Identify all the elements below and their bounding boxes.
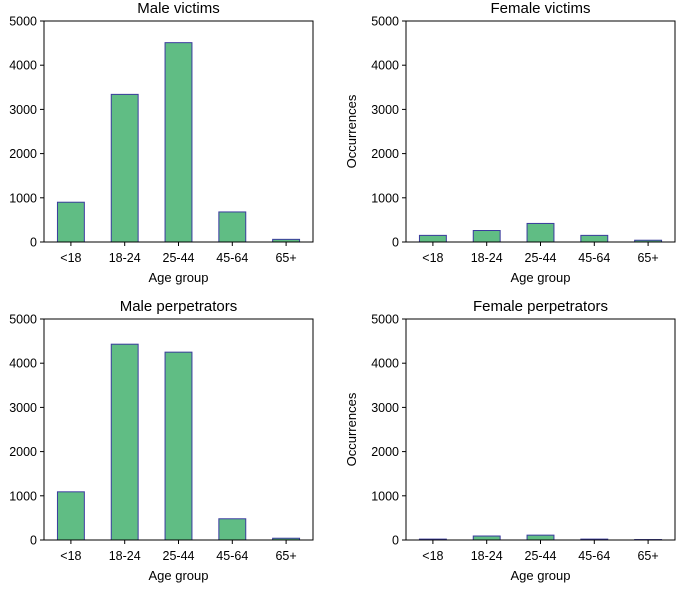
female-perpetrators-bar-2 — [526, 534, 555, 541]
male-perpetrators-xtick-label: 45-64 — [216, 549, 248, 563]
female-victims-xtick-label: 18-24 — [471, 251, 503, 265]
male-victims-xtick-label: 18-24 — [109, 251, 141, 265]
male-victims-ytick-label: 0 — [30, 236, 37, 250]
female-victims-xtick-label: 45-64 — [578, 251, 610, 265]
male-victims-xlabel: Age group — [149, 270, 209, 285]
male-perpetrators-xtick-label: 65+ — [275, 549, 296, 563]
male-perpetrators-ytick-label: 1000 — [9, 489, 37, 503]
male-perpetrators-bar-3 — [218, 518, 247, 541]
female-victims-xtick-label: 25-44 — [525, 251, 557, 265]
female-perpetrators-ytick-label: 4000 — [371, 357, 399, 371]
male-perpetrators-ytick-label: 4000 — [9, 357, 37, 371]
male-victims-bar-3 — [218, 211, 247, 243]
male-victims-bar-1 — [110, 93, 139, 243]
male-perpetrators-bar-2 — [164, 351, 193, 541]
female-perpetrators-xtick-label: 45-64 — [578, 549, 610, 563]
female-perpetrators-xlabel: Age group — [511, 568, 571, 583]
female-perpetrators-ytick-label: 0 — [392, 534, 399, 548]
female-perpetrators-ytick-label: 3000 — [371, 401, 399, 415]
female-victims-bar-3 — [580, 234, 609, 243]
female-victims-bar-1 — [472, 230, 501, 243]
male-perpetrators-xlabel: Age group — [149, 568, 209, 583]
female-perpetrators-xtick-label: <18 — [422, 549, 443, 563]
female-victims-ytick-label: 0 — [392, 236, 399, 250]
male-victims-xtick-label: 65+ — [275, 251, 296, 265]
male-perpetrators-xtick-label: 18-24 — [109, 549, 141, 563]
male-victims-xtick-label: 25-44 — [163, 251, 195, 265]
male-victims-bar-0 — [56, 201, 85, 243]
female-victims-ytick-label: 2000 — [371, 147, 399, 161]
female-perpetrators-xtick-label: 18-24 — [471, 549, 503, 563]
female-victims-bar-2 — [526, 222, 555, 243]
female-perpetrators-ytick-label: 1000 — [371, 489, 399, 503]
female-victims-title: Female victims — [490, 0, 590, 17]
male-victims-ytick-label: 4000 — [9, 59, 37, 73]
female-perpetrators-ytick-label: 5000 — [371, 313, 399, 327]
female-victims-ytick-label: 5000 — [371, 15, 399, 29]
female-victims-xlabel: Age group — [511, 270, 571, 285]
male-victims-xtick-label: <18 — [60, 251, 81, 265]
female-victims-xtick-label: <18 — [422, 251, 443, 265]
female-perpetrators-ytick-label: 2000 — [371, 445, 399, 459]
male-victims-ytick-label: 3000 — [9, 103, 37, 117]
male-perpetrators-ytick-label: 0 — [30, 534, 37, 548]
male-victims-ytick-label: 1000 — [9, 191, 37, 205]
male-perpetrators-bar-1 — [110, 343, 139, 541]
male-perpetrators-xtick-label: 25-44 — [163, 549, 195, 563]
male-victims-ytick-label: 2000 — [9, 147, 37, 161]
male-perpetrators-xtick-label: <18 — [60, 549, 81, 563]
male-victims-bar-2 — [164, 42, 193, 243]
female-victims-ytick-label: 4000 — [371, 59, 399, 73]
female-victims-ytick-label: 3000 — [371, 103, 399, 117]
female-victims-ylabel: Occurrences — [344, 94, 359, 168]
female-perpetrators-xtick-label: 65+ — [637, 549, 658, 563]
male-perpetrators-ytick-label: 2000 — [9, 445, 37, 459]
male-victims-title: Male victims — [137, 0, 220, 17]
male-victims-ytick-label: 5000 — [9, 15, 37, 29]
female-perpetrators-title: Female perpetrators — [473, 298, 608, 315]
panel-male-perpetrators: 0 1000 2000 3000 4000 5000 <18 18-24 25-44 45-64 6… — [9, 298, 314, 583]
male-perpetrators-bar-0 — [56, 491, 85, 541]
panel-female-victims: 0 1000 2000 3000 4000 5000 <18 18-24 25-44 45-64 6… — [344, 0, 676, 285]
female-victims-bar-0 — [418, 234, 447, 243]
female-perpetrators-ylabel: Occurrences — [344, 392, 359, 466]
female-victims-ytick-label: 1000 — [371, 191, 399, 205]
female-perpetrators-xtick-label: 25-44 — [525, 549, 557, 563]
male-perpetrators-ytick-label: 3000 — [9, 401, 37, 415]
female-perpetrators-bar-1 — [472, 535, 501, 541]
male-perpetrators-ytick-label: 5000 — [9, 313, 37, 327]
male-victims-xtick-label: 45-64 — [216, 251, 248, 265]
female-victims-axes-frame — [405, 20, 676, 243]
panel-male-victims: 0 1000 2000 3000 4000 5000 <18 18-24 25-44 45-64 6… — [9, 0, 314, 285]
female-victims-xtick-label: 65+ — [637, 251, 658, 265]
male-perpetrators-title: Male perpetrators — [120, 298, 238, 315]
panel-female-perpetrators: 0 1000 2000 3000 4000 5000 <18 18-24 25-44 45-64 6… — [344, 298, 676, 583]
female-perpetrators-axes-frame — [405, 318, 676, 541]
